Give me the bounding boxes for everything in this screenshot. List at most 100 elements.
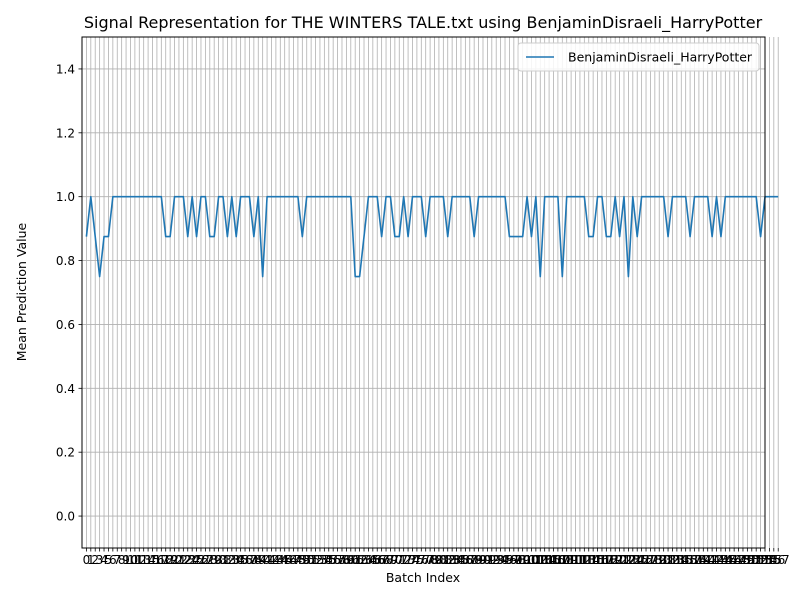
x-tick-label: 65 [365,553,380,567]
x-tick-label: 127 [635,553,658,567]
x-tick-label: 79 [427,553,442,567]
x-tick-label: 117 [591,553,614,567]
x-tick-label: 2 [91,553,99,567]
y-tick-label: 1.4 [56,62,75,76]
x-tick-label: 129 [643,553,666,567]
x-tick-label: 15 [145,553,160,567]
x-tick-label: 48 [290,553,305,567]
x-tick-label: 6 [109,553,117,567]
x-tick-label: 10 [123,553,138,567]
x-tick-label: 105 [538,553,561,567]
x-tick-label: 44 [273,553,288,567]
x-tick-label: 56 [326,553,341,567]
x-tick-label: 92 [484,553,499,567]
y-tick-label: 0.0 [56,510,75,524]
x-tick-label: 33 [224,553,239,567]
x-tick-label: 149 [732,553,755,567]
x-tick-label: 85 [453,553,468,567]
x-tick-label: 31 [215,553,230,567]
x-tick-label: 146 [718,553,741,567]
x-tick-label: 63 [356,553,371,567]
horizontal-grid [82,68,765,517]
x-tick-label: 112 [568,553,591,567]
x-tick-label: 108 [551,553,574,567]
y-tick-label: 0.4 [56,382,75,396]
legend-box [517,42,760,72]
x-tick-label: 118 [595,553,618,567]
x-tick-label: 101 [520,553,543,567]
x-tick-label: 87 [462,553,477,567]
x-tick-label: 113 [573,553,596,567]
x-tick-label: 46 [281,553,296,567]
x-tick-label: 51 [303,553,318,567]
x-tick-label: 62 [352,553,367,567]
x-axis-label: Batch Index [386,570,460,585]
x-tick-label: 136 [674,553,697,567]
x-tick-label: 71 [392,553,407,567]
x-tick-label: 68 [378,553,393,567]
x-tick-label: 21 [171,553,186,567]
vertical-grid [86,37,779,548]
y-tick-label: 0.6 [56,318,75,332]
x-tick-label: 116 [586,553,609,567]
x-tick-label: 103 [529,553,552,567]
x-tick-label: 39 [251,553,266,567]
x-tick-label: 53 [312,553,327,567]
x-tick-label: 106 [542,553,565,567]
x-tick-label: 135 [670,553,693,567]
x-tick-label: 122 [613,553,636,567]
x-tick-label: 30 [211,553,226,567]
x-tick-label: 130 [648,553,671,567]
x-tick-label: 84 [449,553,464,567]
x-tick-label: 3 [96,553,104,567]
x-tick-label: 17 [154,553,169,567]
x-tick-label: 52 [308,553,323,567]
x-tick-label: 19 [162,553,177,567]
x-tick-label: 34 [229,553,244,567]
x-tick-label: 142 [701,553,724,567]
x-tick-label: 157 [767,553,790,567]
chart-title: Signal Representation for THE WINTERS TA… [84,13,763,33]
x-tick-label: 152 [745,553,768,567]
x-tick-label: 66 [370,553,385,567]
x-tick-label: 11 [127,553,142,567]
x-tick-label: 47 [286,553,301,567]
x-tick-label: 88 [467,553,482,567]
x-tick-label: 0 [83,553,91,567]
x-tick-label: 73 [400,553,415,567]
x-tick-label: 111 [564,553,587,567]
x-tick-label: 25 [189,553,204,567]
x-tick-label: 131 [652,553,675,567]
y-axis-label: Mean Prediction Value [14,222,29,361]
x-tick-label: 8 [118,553,126,567]
x-tick-label: 134 [665,553,688,567]
x-tick-label: 94 [493,553,508,567]
x-tick-label: 67 [374,553,389,567]
x-tick-label: 77 [418,553,433,567]
x-tick-label: 29 [207,553,222,567]
x-tick-label: 133 [661,553,684,567]
x-tick-label: 96 [502,553,517,567]
x-tick-label: 151 [740,553,763,567]
x-tick-label: 126 [630,553,653,567]
x-tick-label: 26 [193,553,208,567]
x-tick-label: 120 [604,553,627,567]
x-tick-label: 4 [100,553,108,567]
x-tick-label: 78 [422,553,437,567]
x-tick-label: 137 [679,553,702,567]
y-axis-ticks: 0.0 0.2 0.4 0.6 0.8 1.0 1.2 1.4 [56,62,82,524]
x-tick-label: 102 [524,553,547,567]
x-tick-label: 75 [409,553,424,567]
x-tick-label: 119 [599,553,622,567]
x-tick-label: 154 [754,553,777,567]
y-tick-label: 0.8 [56,254,75,268]
x-tick-label: 20 [167,553,182,567]
x-tick-label: 97 [506,553,521,567]
x-tick-label: 144 [709,553,732,567]
x-tick-label: 132 [657,553,680,567]
x-tick-label: 114 [577,553,600,567]
x-tick-label: 143 [705,553,728,567]
x-tick-label: 80 [431,553,446,567]
legend-label: BenjaminDisraeli_HarryPotter [568,50,753,65]
x-tick-label: 139 [687,553,710,567]
